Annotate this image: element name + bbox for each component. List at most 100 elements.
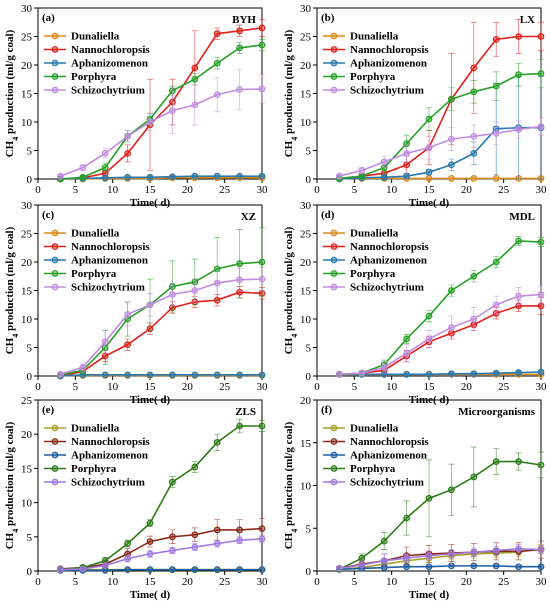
data-point: [124, 149, 131, 157]
data-point: [101, 371, 109, 379]
data-point: [515, 458, 522, 465]
error-bar: [169, 373, 176, 376]
data-point: [168, 478, 176, 486]
data-point: [470, 149, 478, 157]
error-bar: [191, 461, 198, 473]
legend-label: Porphyra: [71, 463, 117, 475]
y-tick-label: 15: [300, 286, 312, 298]
error-bar: [236, 373, 243, 376]
x-tick-label: 30: [257, 184, 269, 196]
error-bar: [470, 307, 477, 331]
data-point: [101, 164, 109, 172]
y-axis-label-part: CH: [283, 337, 295, 354]
y-tick-label: 25: [21, 229, 33, 241]
data-point: [448, 324, 455, 331]
error-bar: [124, 144, 131, 163]
legend-marker: [51, 86, 59, 94]
series-line: [339, 565, 541, 571]
data-point: [191, 371, 199, 379]
error-bar: [538, 451, 544, 479]
data-point: [124, 371, 131, 379]
x-tick-label: 0: [35, 184, 41, 196]
data-point: [258, 371, 266, 379]
error-bar: [381, 553, 388, 568]
x-axis-label: Time( d): [130, 589, 171, 601]
data-point: [515, 33, 522, 40]
y-axis-label-part: production (ml/g coal): [4, 421, 16, 528]
error-bar: [426, 373, 432, 376]
y-axis-label-part: CH: [283, 140, 295, 157]
data-point: [448, 287, 455, 294]
x-tick-label: 10: [386, 576, 398, 588]
series-line: [339, 72, 542, 180]
legend-marker: [51, 424, 59, 432]
y-axis-label-part: production (ml/g coal): [4, 29, 16, 136]
y-tick-label: 5: [306, 343, 312, 355]
error-bar: [147, 293, 153, 317]
data-point: [191, 75, 199, 83]
y-axis-label-part: production (ml/g coal): [4, 226, 16, 333]
data-point: [191, 543, 199, 551]
y-axis-label-part: production (ml/g coal): [283, 29, 295, 136]
error-bar: [147, 176, 153, 179]
legend-label: Aphanizomenon: [71, 255, 148, 267]
data-point: [236, 172, 244, 180]
x-tick-label: 15: [145, 184, 157, 196]
error-bar: [169, 529, 176, 544]
data-point: [470, 64, 478, 72]
legend-marker: [330, 73, 338, 80]
error-bar: [124, 176, 131, 179]
y-tick-label: 10: [300, 481, 312, 493]
panel-label: (f): [321, 404, 332, 416]
legend-marker: [51, 256, 59, 264]
data-point: [191, 566, 199, 574]
data-point: [168, 173, 176, 181]
data-point: [537, 70, 545, 77]
error-bar: [426, 459, 432, 538]
data-point: [403, 563, 411, 571]
data-point: [101, 562, 109, 569]
y-tick-label: 15: [21, 286, 33, 298]
legend-label: Porphyra: [350, 71, 396, 83]
legend-label: Nannochloropsis: [350, 436, 429, 448]
data-point: [336, 370, 343, 378]
x-axis-label: Time( d): [409, 197, 450, 209]
x-tick-label: 0: [35, 576, 41, 588]
data-point: [168, 547, 176, 554]
x-tick-label: 25: [219, 381, 231, 393]
data-point: [258, 24, 266, 32]
data-point: [403, 161, 411, 169]
y-tick-label: 10: [21, 117, 33, 129]
data-point: [191, 287, 199, 294]
data-point: [448, 175, 455, 182]
y-tick-label: 20: [300, 257, 312, 269]
data-point: [492, 547, 500, 554]
legend-label: Schizochytrium: [71, 85, 145, 97]
x-tick-label: 30: [536, 184, 548, 196]
data-point: [448, 486, 455, 494]
error-bar: [493, 121, 500, 146]
y-tick-label: 15: [300, 438, 312, 450]
data-point: [358, 554, 366, 562]
x-tick-label: 5: [352, 381, 358, 393]
y-tick-label: 30: [300, 200, 312, 212]
data-point: [537, 563, 545, 571]
x-tick-label: 5: [352, 576, 358, 588]
data-point: [168, 291, 176, 298]
data-point: [101, 149, 109, 157]
y-axis-label-part: 4: [290, 334, 299, 338]
error-bar: [381, 373, 388, 376]
y-tick-label: 25: [21, 32, 33, 44]
error-bar: [381, 361, 388, 374]
data-point: [515, 369, 522, 376]
y-tick-label: 15: [21, 463, 33, 475]
data-point: [213, 91, 221, 99]
x-tick-label: 20: [182, 184, 194, 196]
x-tick-label: 30: [536, 381, 548, 393]
y-tick-label: 0: [306, 371, 312, 383]
y-axis-label-part: CH: [4, 337, 16, 354]
y-tick-label: 20: [21, 429, 33, 441]
data-point: [380, 158, 388, 166]
